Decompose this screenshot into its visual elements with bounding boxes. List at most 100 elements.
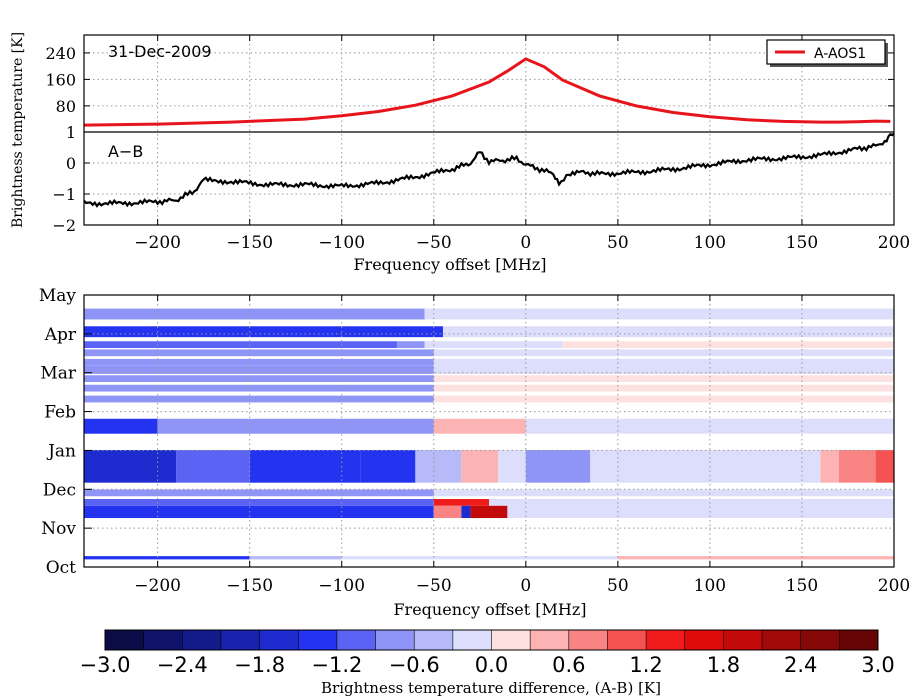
x-tick-label: 50: [607, 576, 629, 596]
heatmap-cell: [84, 365, 434, 374]
heatmap-cell: [415, 450, 462, 483]
y-tick-label: −1: [52, 185, 76, 204]
x-tick-label: 200: [878, 233, 910, 253]
heatmap-x-axis-label: Frequency offset [MHz]: [393, 600, 586, 619]
month-label: Oct: [46, 558, 76, 578]
heatmap-cell: [820, 450, 839, 483]
colorbar-tick-label: 3.0: [861, 653, 894, 677]
heatmap-rows: [84, 308, 894, 560]
heatmap-cell: [176, 450, 250, 483]
x-tick-label: 100: [694, 576, 726, 596]
heatmap-cell: [84, 418, 158, 434]
y-tick-label: 0: [66, 154, 76, 173]
month-label: Mar: [40, 364, 77, 384]
colorbar-tick-label: −1.2: [311, 653, 362, 677]
heatmap-cell: [84, 556, 250, 560]
colorbar-cell: [607, 630, 647, 650]
series-line-aos1: [83, 57, 891, 127]
x-tick-label: 100: [694, 233, 726, 253]
colorbar-cell: [220, 630, 260, 650]
heatmap-cell: [433, 418, 471, 434]
heatmap-cell: [84, 450, 177, 483]
heatmap-cell: [433, 358, 894, 366]
heatmap-cell: [84, 349, 434, 357]
colorbar-tick-label: −0.6: [389, 653, 440, 677]
heatmap-cell: [84, 375, 434, 383]
colorbar-tick-label: 0.6: [552, 653, 585, 677]
heatmap-cell: [590, 450, 692, 483]
upper-x-axis-label: Frequency offset [MHz]: [353, 255, 546, 274]
y-tick-label: 80: [56, 97, 76, 116]
month-label: Dec: [43, 480, 76, 500]
heatmap-y-tick-labels: May Apr Mar Feb Jan Dec Nov Oct: [39, 286, 77, 578]
heatmap-cell: [691, 450, 821, 483]
y-tick-label: 240: [45, 44, 76, 63]
heatmap-cell: [562, 341, 894, 349]
heatmap-cell: [84, 341, 397, 349]
heatmap-cell: [507, 505, 894, 519]
colorbar-cell: [762, 630, 801, 650]
heatmap-cell: [617, 556, 894, 560]
colorbar-cell: [105, 630, 144, 650]
heatmap-cell: [360, 450, 416, 483]
upper-panel: 240 160 80 1 0 −1 −2 −200 −150 −100 −50 0 50 100 150 2…: [10, 32, 910, 274]
legend-label-aos1: A-AOS1: [814, 46, 866, 62]
month-label: Feb: [44, 403, 76, 423]
x-tick-label: 0: [520, 233, 531, 253]
heatmap-cell: [84, 358, 434, 366]
heatmap-cell: [498, 450, 526, 483]
heatmap-cell: [433, 489, 894, 497]
colorbar-cell: [375, 630, 415, 650]
heatmap-cell: [433, 349, 894, 357]
x-tick-label: −50: [416, 233, 452, 253]
colorbar-cell: [452, 630, 492, 650]
heatmap-cell: [341, 556, 618, 560]
colorbar-cell: [491, 630, 531, 650]
heatmap-cell: [249, 450, 361, 483]
date-label: 31-Dec-2009: [108, 42, 212, 61]
heatmap-cell: [461, 505, 471, 519]
y-tick-label: 160: [45, 70, 76, 89]
heatmap-panel: May Apr Mar Feb Jan Dec Nov Oct −200 −150 −100 −50…: [39, 286, 910, 619]
x-tick-label: 150: [786, 233, 818, 253]
heatmap-cell: [433, 384, 894, 392]
colorbar-tick-label: −1.8: [234, 653, 285, 677]
heatmap-cell: [84, 308, 425, 320]
colorbar-cell: [182, 630, 222, 650]
heatmap-cell: [433, 375, 894, 383]
heatmap-grid: [84, 295, 895, 567]
heatmap-ticks: [84, 294, 895, 568]
heatmap-cell: [396, 341, 425, 349]
x-tick-label: −50: [416, 576, 452, 596]
heatmap-cell: [433, 505, 462, 519]
y-tick-label: −2: [52, 216, 76, 235]
series-line-a-minus-b: [83, 132, 895, 208]
colorbar-cell: [530, 630, 570, 650]
heatmap-cell: [424, 341, 563, 349]
colorbar-tick-label: 0.0: [475, 653, 508, 677]
legend: A-AOS1: [766, 39, 888, 67]
upper-ticks: [84, 35, 895, 226]
colorbar-cell: [839, 630, 879, 650]
panel-label-a-minus-b: A−B: [108, 142, 143, 161]
month-label: Apr: [44, 325, 77, 345]
x-tick-label: −100: [318, 233, 365, 253]
x-tick-label: −200: [134, 576, 181, 596]
colorbar-cell: [568, 630, 608, 650]
colorbar-cell: [723, 630, 763, 650]
colorbar-tick-label: 1.2: [629, 653, 662, 677]
colorbar-tick-label: −2.4: [157, 653, 208, 677]
x-tick-label: −150: [226, 576, 273, 596]
colorbar-tick-label: −3.0: [80, 653, 131, 677]
colorbar-label: Brightness temperature difference, (A-B)…: [321, 679, 661, 697]
heatmap-cell: [433, 499, 489, 506]
heatmap-cell: [470, 505, 508, 519]
y-axis-label: Brightness temperature [K]: [10, 32, 26, 228]
x-tick-label: 200: [878, 576, 910, 596]
heatmap-cell: [157, 418, 434, 434]
x-tick-label: −150: [226, 233, 273, 253]
heatmap-cell: [470, 418, 526, 434]
colorbar: −3.0 −2.4 −1.8 −1.2 −0.6 0.0 0.6 1.2 1.8 2.4 3.0 B…: [80, 629, 895, 697]
month-label: Jan: [46, 441, 76, 461]
